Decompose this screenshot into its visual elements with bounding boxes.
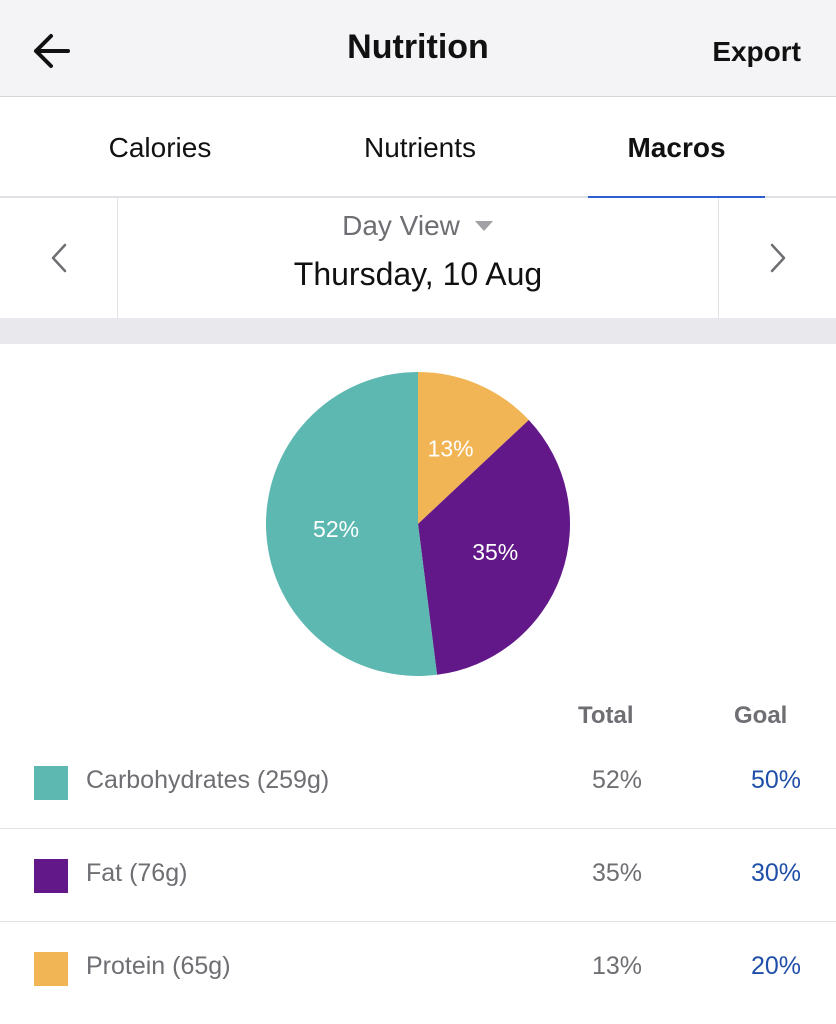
total-column-header: Total [578, 702, 634, 729]
macro-label: Fat (76g) [86, 859, 188, 887]
pie-label-carbohydrates: 52% [313, 516, 359, 542]
macro-goal: 50% [750, 766, 801, 794]
tab-macros-label: Macros [627, 131, 726, 163]
pie-chart-svg: 13% 35% 52% [266, 372, 570, 676]
fat-swatch [34, 859, 68, 893]
top-bar: Nutrition Export [0, 0, 836, 97]
current-date: Thursday, 10 Aug [293, 256, 543, 292]
previous-day-button[interactable] [0, 198, 118, 318]
macro-total: 13% [591, 952, 642, 980]
tab-bar: Calories Nutrients Macros [0, 97, 836, 200]
tab-macros[interactable]: Macros [588, 97, 765, 200]
view-mode-dropdown[interactable]: Day View [118, 210, 718, 242]
macros-pie-chart: 13% 35% 52% [264, 370, 572, 678]
next-day-button[interactable] [718, 198, 836, 318]
macro-goal: 30% [750, 859, 801, 887]
view-mode-label: Day View [342, 210, 460, 241]
section-divider [0, 318, 836, 344]
macro-row-fat: Fat (76g) 35% 30% [0, 829, 836, 922]
pie-slice-protein [418, 372, 529, 524]
macro-label: Protein (65g) [86, 952, 231, 980]
page-title: Nutrition [347, 28, 489, 66]
macro-row-carbohydrates: Carbohydrates (259g) 52% 50% [0, 736, 836, 829]
caret-down-icon [474, 221, 493, 231]
pie-label-fat: 35% [472, 539, 518, 565]
macro-label: Carbohydrates (259g) [86, 766, 330, 794]
tab-nutrients[interactable]: Nutrients [363, 131, 477, 163]
carbohydrates-swatch [34, 766, 68, 800]
pie-slice-carbohydrates [266, 372, 438, 676]
chevron-right-icon [770, 243, 785, 273]
pie-label-protein: 13% [428, 436, 474, 462]
macro-total: 52% [591, 766, 642, 794]
protein-swatch [34, 952, 68, 986]
arrow-left-icon [34, 34, 70, 68]
tab-calories[interactable]: Calories [108, 131, 212, 163]
export-button[interactable]: Export [712, 36, 801, 67]
macro-goal: 20% [750, 952, 801, 980]
goal-column-header: Goal [734, 702, 788, 729]
pie-slice-fat [418, 419, 570, 675]
back-button[interactable] [26, 26, 76, 76]
date-navigator: Day View Thursday, 10 Aug [0, 198, 836, 318]
macro-row-protein: Protein (65g) 13% 20% [0, 922, 836, 1015]
chevron-left-icon [51, 243, 66, 273]
macro-total: 35% [591, 859, 642, 887]
